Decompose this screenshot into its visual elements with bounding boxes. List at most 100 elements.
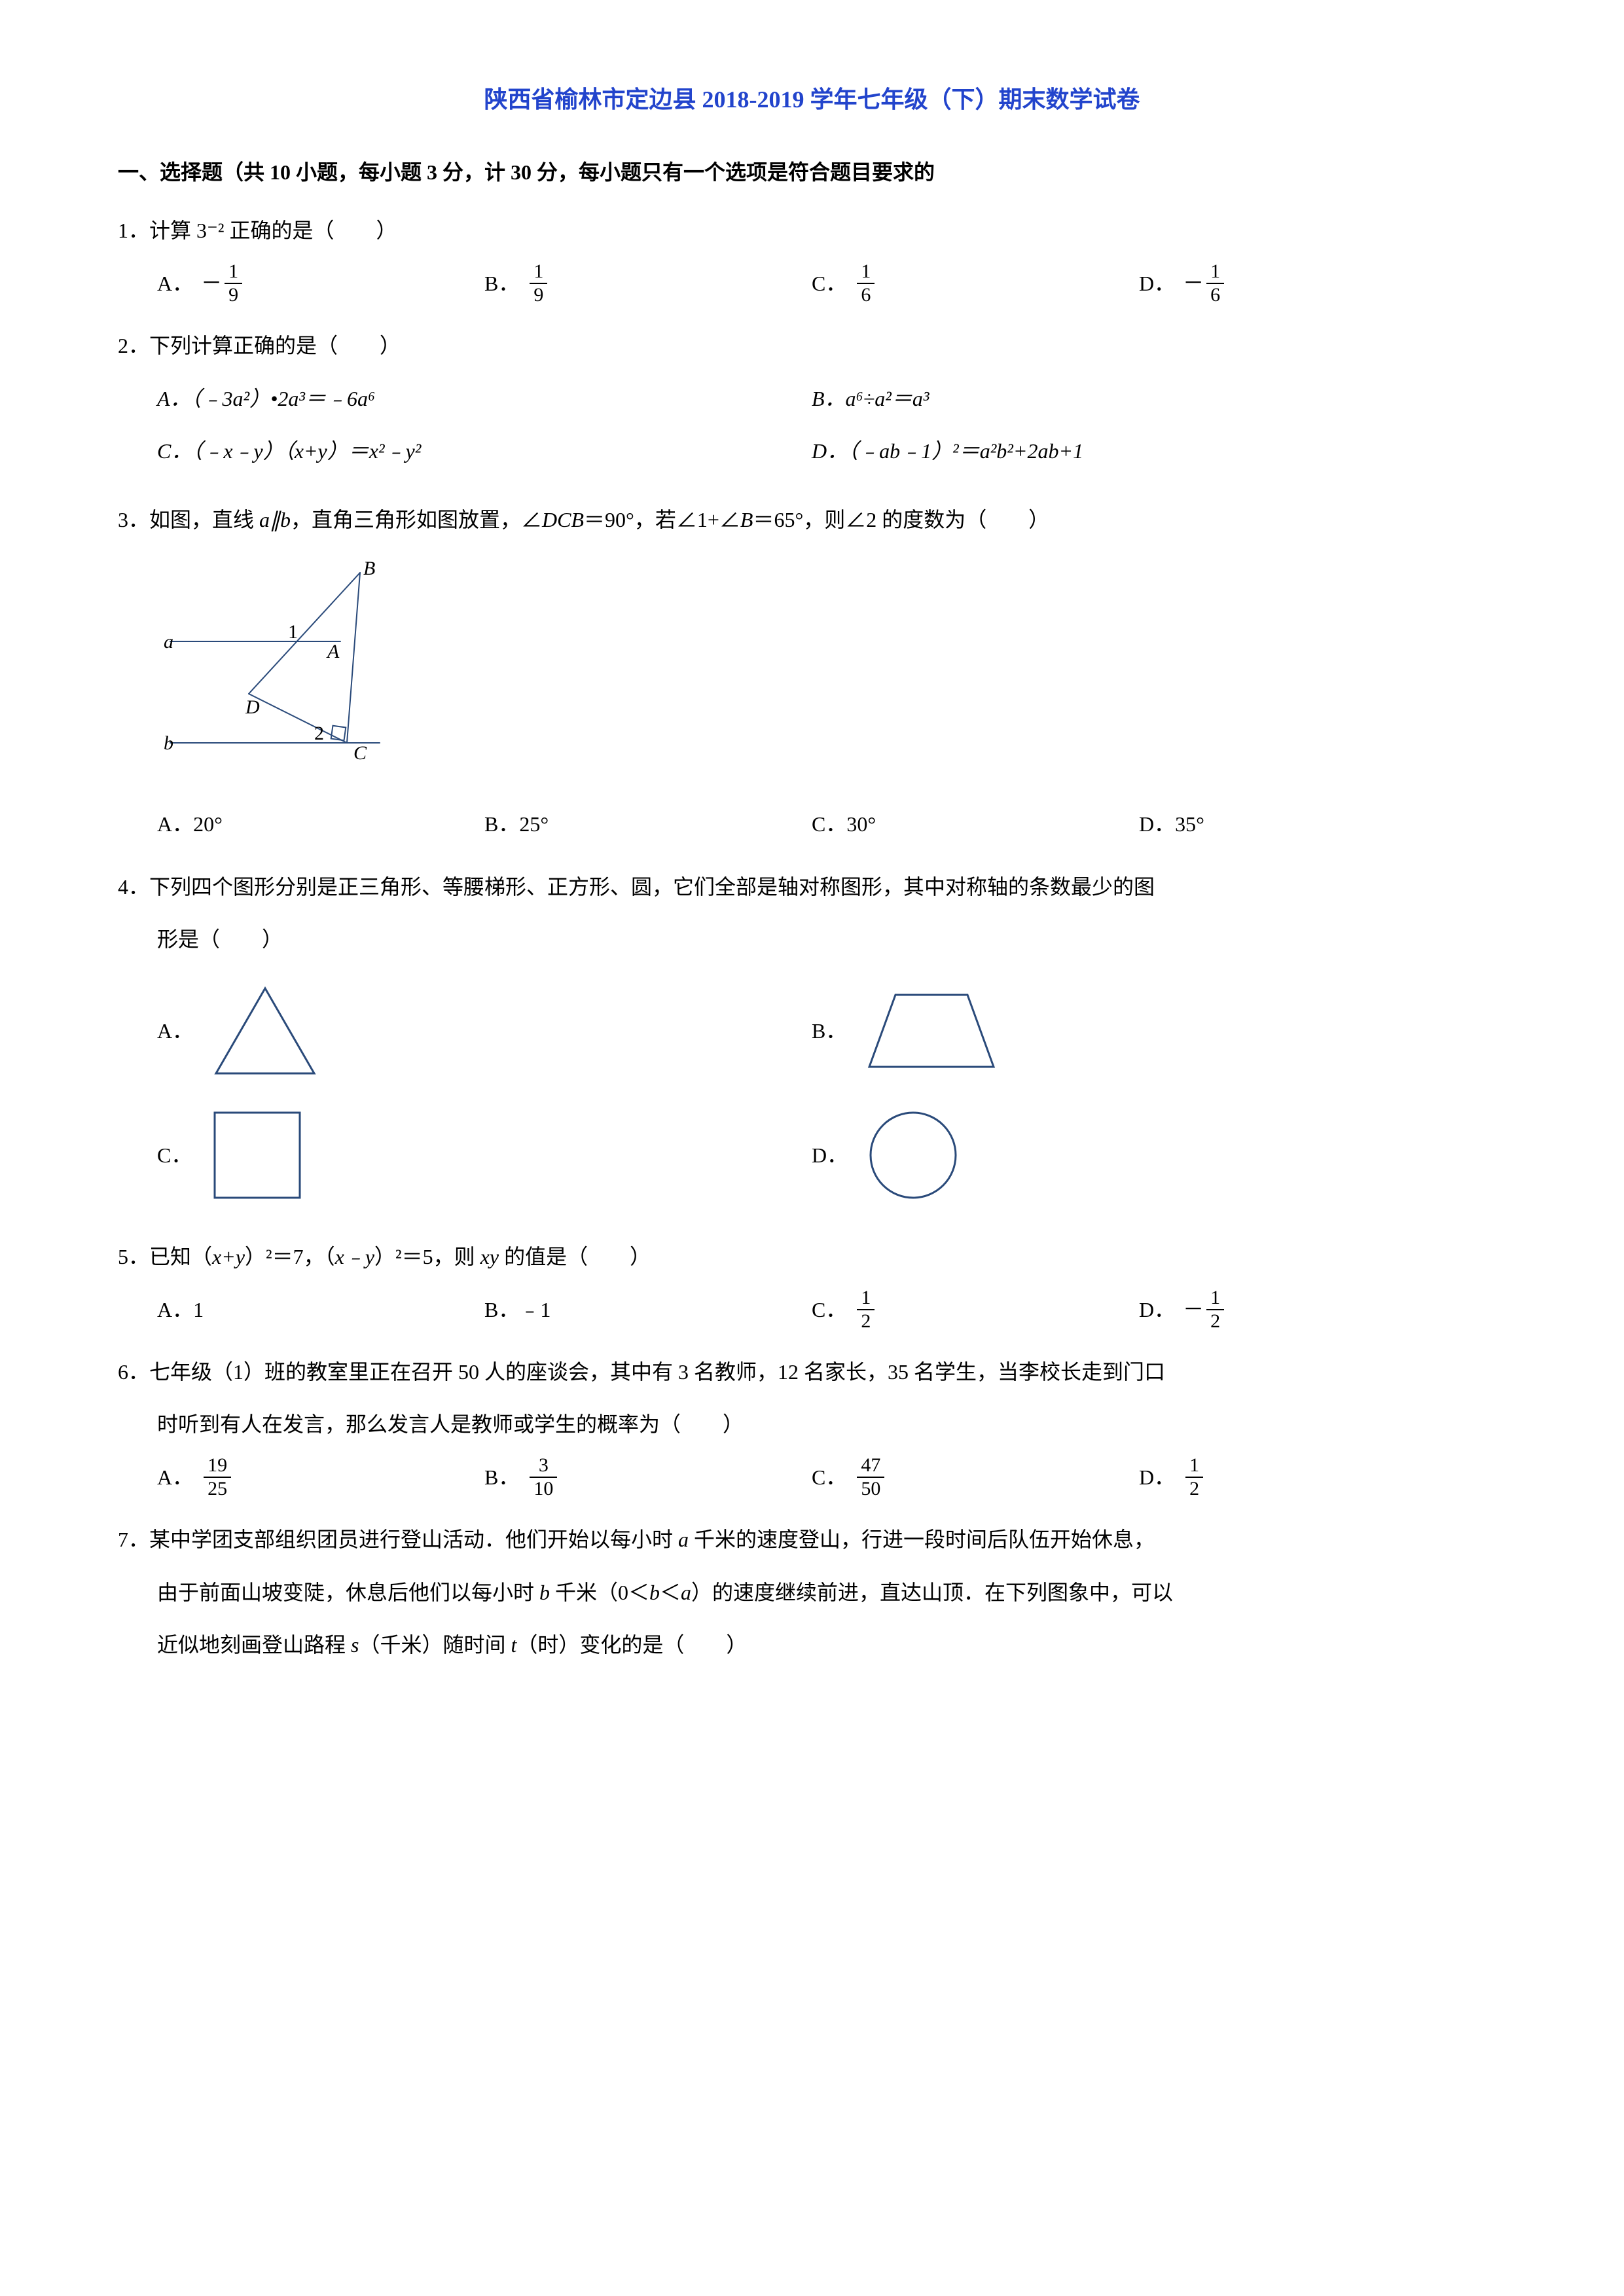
q5-t1: 5．已知（: [118, 1245, 212, 1268]
question-7: 7．某中学团支部组织团员进行登山活动．他们开始以每小时 a 千米的速度登山，行进…: [118, 1516, 1506, 1668]
q7-line1: 7．某中学团支部组织团员进行登山活动．他们开始以每小时 a 千米的速度登山，行进…: [118, 1516, 1506, 1562]
q1-d-label: D．: [1139, 260, 1175, 306]
q2-b-text: B．a⁶÷a²＝a³: [812, 376, 929, 422]
question-4: 4．下列四个图形分别是正三角形、等腰梯形、正方形、圆，它们全部是轴对称图形，其中…: [118, 864, 1506, 1218]
q7-line3: 近似地刻画登山路程 s（千米）随时间 t（时）变化的是（ ）: [157, 1622, 1506, 1668]
question-2: 2．下列计算正确的是（ ） A．（﹣3a²）•2a³＝﹣6a⁶ B．a⁶÷a²＝…: [118, 323, 1506, 480]
q2-option-d: D．（﹣ab﹣1）²＝a²b²+2ab+1: [812, 428, 1466, 474]
trapezoid-icon: [859, 982, 1003, 1080]
label-1: 1: [288, 621, 298, 643]
q5-xy3: xy: [480, 1245, 499, 1268]
q6-d-label: D．: [1139, 1454, 1175, 1500]
q4-line1: 4．下列四个图形分别是正三角形、等腰梯形、正方形、圆，它们全部是轴对称图形，其中…: [118, 864, 1506, 910]
square-icon: [205, 1103, 310, 1208]
q1-option-c: C． 16: [812, 260, 1139, 306]
q1-option-d: D． － 16: [1139, 260, 1466, 306]
q1-a-frac: 19: [225, 262, 242, 305]
q5-text: 5．已知（x+y）²＝7，（x﹣y）²＝5，则 xy 的值是（ ）: [118, 1234, 1506, 1280]
q6-d-num: 1: [1185, 1456, 1203, 1478]
q6-option-d: D． 12: [1139, 1454, 1466, 1500]
q1-c-label: C．: [812, 260, 846, 306]
q6-a-den: 25: [204, 1478, 231, 1499]
label-D: D: [245, 696, 260, 718]
q7-t1: 7．某中学团支部组织团员进行登山活动．他们开始以每小时: [118, 1528, 678, 1551]
q6-a-label: A．: [157, 1454, 193, 1500]
q6-d-den: 2: [1185, 1478, 1203, 1499]
q2-option-c: C．（﹣x﹣y）（x+y）＝x²﹣y²: [157, 428, 812, 474]
q5-option-d: D． － 12: [1139, 1287, 1466, 1333]
q6-c-den: 50: [857, 1478, 884, 1499]
q1-b-label: B．: [484, 260, 519, 306]
q7-a2: a: [681, 1581, 691, 1604]
q5-t2: ）²＝7，（: [245, 1245, 335, 1268]
q1-b-den: 9: [530, 284, 547, 305]
q6-c-frac: 4750: [857, 1456, 884, 1499]
q4-d-label: D．: [812, 1132, 848, 1178]
q1-a-num: 1: [225, 262, 242, 284]
q1-c-den: 6: [857, 284, 875, 305]
q5-t4: 的值是（ ）: [499, 1245, 651, 1268]
q1-c-frac: 16: [857, 262, 875, 305]
q4-options: A． B． C． D．: [157, 969, 1506, 1217]
q3-option-b: B．25°: [484, 801, 812, 847]
q7-t2: 千米的速度登山，行进一段时间后队伍开始休息，: [689, 1528, 1155, 1551]
q2-c-text: C．（﹣x﹣y）（x+y）＝x²﹣y²: [157, 428, 421, 474]
triangle-diagram-svg: B A D C a b 1 2: [157, 556, 432, 772]
q1-d-neg: －: [1183, 260, 1204, 306]
q3-dcb: DCB: [542, 508, 584, 531]
label-a: a: [164, 631, 173, 653]
q3-text: 3．如图，直线 a∥b，直角三角形如图放置，∠DCB＝90°，若∠1+∠B＝65…: [118, 497, 1506, 543]
q3-ab: a∥b: [259, 508, 291, 531]
q5-d-label: D．: [1139, 1287, 1175, 1333]
q1-d-frac: 16: [1206, 262, 1224, 305]
q3-t1: 3．如图，直线: [118, 508, 259, 531]
q2-options: A．（﹣3a²）•2a³＝﹣6a⁶ B．a⁶÷a²＝a³ C．（﹣x﹣y）（x+…: [157, 376, 1506, 481]
q4-a-label: A．: [157, 1008, 193, 1054]
q1-b-num: 1: [530, 262, 547, 284]
q2-option-b: B．a⁶÷a²＝a³: [812, 376, 1466, 422]
q6-option-a: A． 1925: [157, 1454, 484, 1500]
question-3: 3．如图，直线 a∥b，直角三角形如图放置，∠DCB＝90°，若∠1+∠B＝65…: [118, 497, 1506, 847]
label-A: A: [326, 641, 340, 662]
q5-option-a: A．1: [157, 1287, 484, 1333]
q4-option-a: A．: [157, 978, 812, 1083]
q2-a-text: A．（﹣3a²）•2a³＝﹣6a⁶: [157, 376, 375, 422]
q3-diagram: B A D C a b 1 2: [157, 556, 1506, 788]
triangle-icon: [206, 978, 324, 1083]
q2-text: 2．下列计算正确的是（ ）: [118, 323, 1506, 368]
q1-a-den: 9: [225, 284, 242, 305]
question-1: 1．计算 3⁻² 正确的是（ ） A． － 19 B． 19 C． 16 D． …: [118, 207, 1506, 306]
q3-option-a: A．20°: [157, 801, 484, 847]
q4-option-d: D．: [812, 1103, 1466, 1208]
q1-option-a: A． － 19: [157, 260, 484, 306]
q1-a-label: A．: [157, 260, 193, 306]
label-B: B: [363, 558, 375, 579]
q5-option-c: C． 12: [812, 1287, 1139, 1333]
q5-c-frac: 12: [857, 1288, 875, 1331]
q5-c-num: 1: [857, 1288, 875, 1310]
q3-t4: ＝65°，则∠2 的度数为（ ）: [753, 508, 1049, 531]
q1-c-num: 1: [857, 262, 875, 284]
q7-t5: ＜: [660, 1581, 681, 1604]
q6-a-frac: 1925: [204, 1456, 231, 1499]
q6-b-num: 3: [530, 1456, 557, 1478]
q5-options: A．1 B．﹣1 C． 12 D． － 12: [157, 1287, 1506, 1333]
q7-line2: 由于前面山坡变陡，休息后他们以每小时 b 千米（0＜b＜a）的速度继续前进，直达…: [157, 1570, 1506, 1615]
circle-icon: [861, 1103, 965, 1208]
q6-line2: 时听到有人在发言，那么发言人是教师或学生的概率为（ ）: [157, 1401, 1506, 1447]
q4-line2: 形是（ ）: [157, 916, 1506, 962]
q4-option-c: C．: [157, 1103, 812, 1208]
q1-d-den: 6: [1206, 284, 1224, 305]
q5-xy2: x﹣y: [335, 1245, 374, 1268]
q3-t3: ＝90°，若∠1+∠: [584, 508, 740, 531]
q2-option-a: A．（﹣3a²）•2a³＝﹣6a⁶: [157, 376, 812, 422]
q6-option-c: C． 4750: [812, 1454, 1139, 1500]
label-b: b: [164, 732, 173, 754]
q5-xy1: x+y: [212, 1245, 245, 1268]
q5-option-b: B．﹣1: [484, 1287, 812, 1333]
q5-c-label: C．: [812, 1287, 846, 1333]
q3-option-c: C．30°: [812, 801, 1139, 847]
q1-option-b: B． 19: [484, 260, 812, 306]
q6-options: A． 1925 B． 310 C． 4750 D． 12: [157, 1454, 1506, 1500]
q4-option-b: B．: [812, 978, 1466, 1083]
